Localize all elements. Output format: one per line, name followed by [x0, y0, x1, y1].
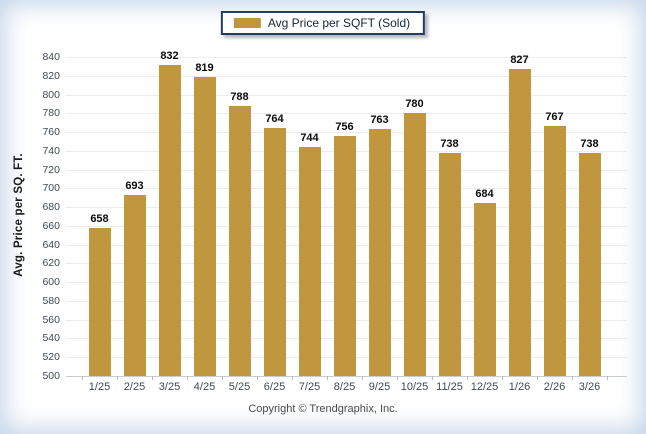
- bar-value-label: 738: [440, 137, 459, 150]
- bar-value-label: 744: [300, 132, 319, 145]
- bar-value-label: 767: [545, 110, 564, 123]
- x-tick-label: 11/25: [436, 381, 463, 393]
- plot-area: 658 693 832 819 788 764 744 756 763 780 738 684 827 7…: [66, 50, 627, 380]
- bar-value-label: 763: [370, 114, 389, 127]
- x-axis-tick: [117, 376, 118, 380]
- x-axis-tick: [222, 376, 223, 380]
- x-axis-tick: [397, 376, 398, 380]
- y-axis-labels: 840 820 800 780 760 740 720 700 680 660 640 620 600 5…: [0, 51, 76, 382]
- x-axis-tick: [607, 376, 608, 380]
- y-tick-label: 560: [42, 313, 60, 326]
- x-axis-line: [66, 376, 627, 377]
- x-tick-label: 3/26: [578, 381, 601, 393]
- y-tick-label: 700: [42, 182, 60, 195]
- bar: [263, 128, 286, 376]
- x-tick-label: 5/25: [228, 381, 251, 393]
- gridline: [66, 113, 627, 115]
- y-tick-label: 540: [42, 332, 60, 345]
- y-tick-label: 760: [42, 126, 60, 139]
- x-tick-label: 2/25: [123, 381, 146, 393]
- legend: Avg Price per SQFT (Sold): [220, 11, 426, 35]
- x-axis-tick: [257, 376, 258, 380]
- copyright-text: Copyright © Trendgraphix, Inc.: [248, 403, 398, 415]
- x-axis-tick: [362, 376, 363, 380]
- bar: [333, 135, 356, 376]
- x-tick-label: 7/25: [298, 381, 321, 393]
- x-tick-label: 4/25: [193, 381, 216, 393]
- bar: [473, 203, 496, 376]
- x-axis-tick: [292, 376, 293, 380]
- y-tick-label: 800: [42, 88, 60, 101]
- bar: [578, 152, 601, 376]
- bar-value-label: 756: [335, 120, 354, 133]
- bar: [158, 64, 181, 376]
- bar-value-label: 819: [195, 61, 214, 74]
- x-tick-label: 9/25: [368, 381, 391, 393]
- x-axis-tick: [572, 376, 573, 380]
- gridline: [66, 132, 627, 134]
- y-tick-label: 640: [42, 238, 60, 251]
- bar-value-label: 658: [90, 212, 109, 225]
- bar-value-label: 788: [230, 90, 249, 103]
- x-tick-label: 2/26: [543, 381, 566, 393]
- bar-value-label: 684: [475, 188, 494, 201]
- y-tick-label: 720: [42, 163, 60, 176]
- bar: [193, 76, 216, 376]
- x-axis-tick: [152, 376, 153, 380]
- legend-swatch: [233, 18, 261, 28]
- x-tick-label: 3/25: [158, 381, 181, 393]
- y-tick-label: 660: [42, 219, 60, 232]
- x-axis-tick: [467, 376, 468, 380]
- y-tick-label: 840: [42, 51, 60, 63]
- bar-value-label: 738: [580, 137, 599, 150]
- bar-value-label: 764: [265, 113, 284, 126]
- x-tick-label: 1/26: [508, 381, 531, 393]
- y-tick-label: 620: [42, 257, 60, 270]
- gridline: [66, 75, 627, 77]
- bar: [543, 125, 566, 376]
- x-tick-label: 8/25: [333, 381, 356, 393]
- bar-series: 658 693 832 819 788 764 744 756 763 780 738 684 827 7…: [82, 50, 607, 376]
- bar: [438, 152, 461, 376]
- x-axis-tick: [502, 376, 503, 380]
- x-axis-labels: 1/25 2/25 3/25 4/25 5/25 6/25 7/25 8/25 9/25 10/2…: [82, 381, 607, 395]
- x-tick-label: 1/25: [88, 381, 111, 393]
- bar: [228, 105, 251, 376]
- y-tick-label: 520: [42, 351, 60, 364]
- y-tick-label: 820: [42, 69, 60, 82]
- x-tick-label: 6/25: [263, 381, 286, 393]
- y-tick-label: 600: [42, 276, 60, 289]
- bar-value-label: 693: [125, 179, 144, 192]
- bar-value-label: 832: [160, 49, 179, 62]
- x-tick-label: 10/25: [400, 381, 429, 393]
- gridline: [66, 57, 627, 58]
- x-axis-tick: [187, 376, 188, 380]
- y-tick-label: 780: [42, 107, 60, 120]
- legend-label: Avg Price per SQFT (Sold): [267, 16, 411, 30]
- x-axis-tick: [327, 376, 328, 380]
- bar: [123, 194, 146, 376]
- bar: [403, 113, 426, 376]
- x-axis-tick: [82, 376, 83, 380]
- y-tick-label: 740: [42, 144, 60, 157]
- bar-value-label: 780: [405, 98, 424, 111]
- gridline: [66, 94, 627, 96]
- y-tick-label: 680: [42, 201, 60, 214]
- x-axis-tick: [432, 376, 433, 380]
- bar: [508, 69, 531, 376]
- x-axis-tick: [537, 376, 538, 380]
- bar: [88, 227, 111, 376]
- y-tick-label: 500: [42, 370, 60, 382]
- bar: [368, 129, 391, 376]
- x-tick-label: 12/25: [470, 381, 499, 393]
- bar: [298, 147, 321, 376]
- bar-value-label: 827: [510, 54, 529, 67]
- y-tick-label: 580: [42, 294, 60, 307]
